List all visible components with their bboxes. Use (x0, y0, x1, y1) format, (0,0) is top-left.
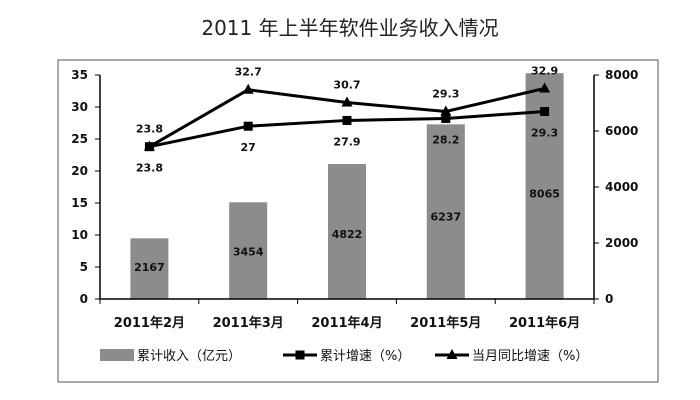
x-tick-label: 2011年3月 (213, 315, 284, 331)
right-tick-label: 4000 (605, 180, 638, 194)
left-tick-label: 15 (71, 196, 88, 210)
cumulative-growth-data-label: 27 (241, 141, 256, 154)
marker-cumulative-growth (243, 121, 253, 131)
marker-cumulative-growth (441, 114, 451, 124)
legend-bar-label: 累计收入（亿元） (137, 349, 241, 364)
left-tick-label: 25 (71, 132, 88, 146)
marker-cumulative-growth (342, 115, 352, 125)
right-tick-label: 8000 (605, 68, 638, 82)
chart-frame (57, 59, 659, 383)
x-tick-label: 2011年2月 (114, 315, 185, 331)
bar-cumulative-revenue (130, 238, 169, 299)
cumulative-growth-data-label: 28.2 (432, 134, 459, 147)
x-tick-label: 2011年6月 (509, 315, 580, 331)
x-tick-label: 2011年4月 (311, 315, 382, 331)
bar-data-label: 2167 (134, 261, 165, 274)
monthly-growth-data-label: 32.7 (235, 66, 262, 79)
chart-title: 2011 年上半年软件业务收入情况 (201, 16, 499, 40)
marker-cumulative-growth (540, 106, 550, 116)
bar-data-label: 8065 (529, 187, 560, 200)
bar-data-label: 3454 (233, 245, 264, 258)
bar-cumulative-revenue (229, 202, 268, 299)
cumulative-growth-data-label: 29.3 (531, 126, 558, 139)
monthly-growth-data-label: 32.9 (531, 64, 558, 77)
right-tick-label: 2000 (605, 236, 638, 250)
bar-cumulative-revenue (426, 124, 465, 299)
monthly-growth-data-label: 23.8 (136, 123, 163, 136)
cumulative-growth-data-label: 27.9 (333, 135, 360, 148)
left-tick-label: 35 (71, 68, 88, 82)
legend-cumulative-marker (295, 350, 305, 360)
legend-monthly-label: 当月同比增速（%） (472, 349, 588, 364)
left-tick-label: 5 (80, 260, 88, 274)
legend-bar-swatch (100, 349, 134, 361)
monthly-growth-data-label: 30.7 (333, 79, 360, 92)
marker-monthly-growth (242, 83, 254, 94)
bar-data-label: 6237 (430, 210, 461, 223)
right-tick-label: 6000 (605, 124, 638, 138)
left-tick-label: 20 (71, 164, 88, 178)
cumulative-growth-data-label: 23.8 (136, 162, 163, 175)
marker-monthly-growth (341, 96, 353, 107)
bar-cumulative-revenue (328, 163, 366, 299)
marker-monthly-growth (143, 140, 155, 151)
legend-monthly-marker (446, 349, 458, 359)
left-tick-label: 30 (71, 100, 88, 114)
marker-monthly-growth (440, 105, 452, 116)
left-tick-label: 10 (71, 228, 88, 242)
bar-data-label: 4822 (332, 228, 363, 241)
legend-cumulative-label: 累计增速（%） (320, 349, 410, 364)
marker-monthly-growth (539, 82, 551, 93)
monthly-growth-data-label: 29.3 (432, 87, 459, 100)
left-tick-label: 0 (80, 292, 88, 306)
right-tick-label: 0 (605, 292, 613, 306)
x-tick-label: 2011年5月 (410, 315, 481, 331)
